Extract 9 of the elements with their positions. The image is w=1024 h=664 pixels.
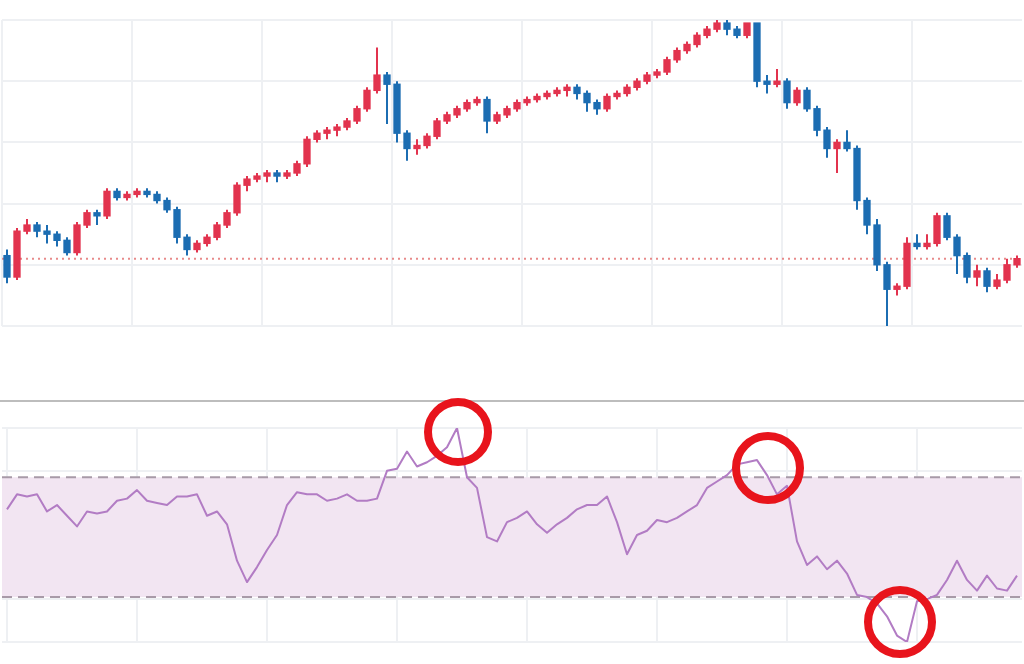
candlestick (103, 187, 111, 220)
candlestick (973, 263, 981, 288)
candlestick (3, 248, 11, 285)
candlestick (783, 77, 791, 110)
candlestick (833, 138, 841, 174)
candlestick (983, 266, 991, 294)
candlestick (483, 95, 491, 135)
candlestick (793, 86, 801, 107)
candlestick (773, 67, 781, 89)
